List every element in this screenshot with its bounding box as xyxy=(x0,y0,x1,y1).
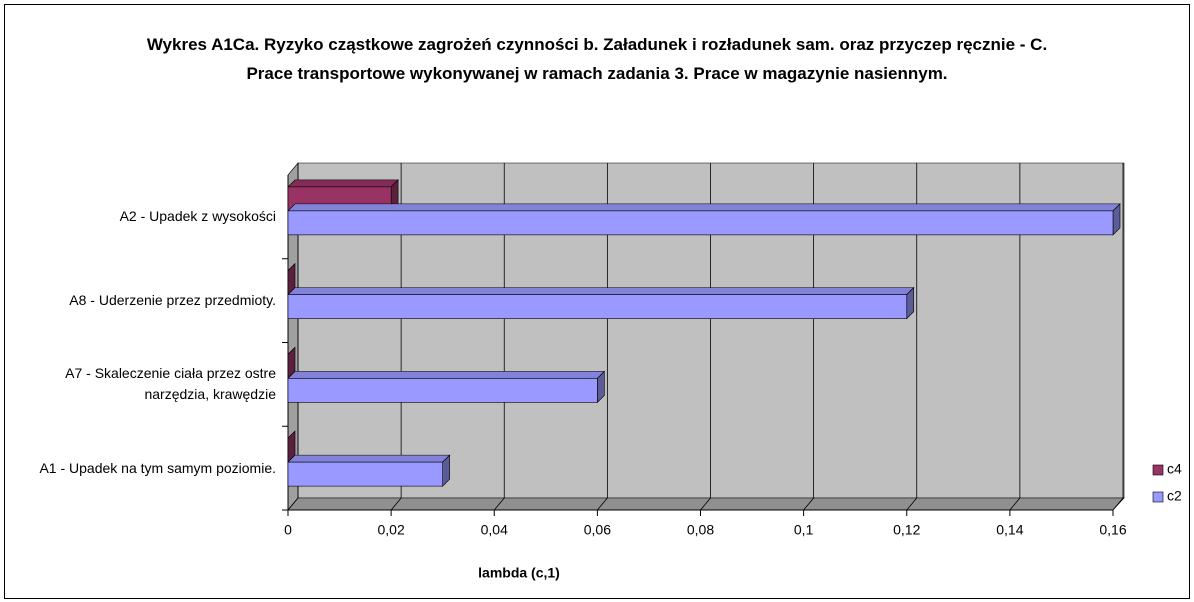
bar-top xyxy=(287,287,915,295)
x-tick-label: 0,08 xyxy=(687,522,714,538)
bar xyxy=(287,378,598,403)
x-axis-label: lambda (c,1) xyxy=(478,565,560,581)
legend-label: c4 xyxy=(1167,461,1182,477)
x-tick-label: 0,12 xyxy=(893,522,920,538)
y-tick-label: A1 - Upadek na tym samym poziomie. xyxy=(39,459,276,476)
x-tick-label: 0,1 xyxy=(794,522,814,538)
y-tick-label: A7 - Skaleczenie ciała przez ostre narzę… xyxy=(65,365,276,403)
bar xyxy=(287,294,908,319)
grid-floor xyxy=(1112,497,1124,511)
x-tick-label: 0 xyxy=(284,522,292,538)
bar-top xyxy=(287,179,399,188)
legend-label: c2 xyxy=(1167,488,1182,504)
grid-floor xyxy=(700,497,711,511)
y-tick-label: A8 - Uderzenie przez przedmioty. xyxy=(69,292,276,309)
grid-floor xyxy=(1009,497,1021,511)
grid-floor xyxy=(906,497,918,511)
x-tick-label: 0,14 xyxy=(996,522,1023,538)
chart-title: Wykres A1Ca. Ryzyko cząstkowe zagrożeń c… xyxy=(146,35,1048,83)
grid-floor xyxy=(597,497,608,511)
bar xyxy=(287,210,1114,236)
x-tick-label: 0,06 xyxy=(584,522,611,538)
legend-swatch xyxy=(1152,491,1164,503)
x-tick-label: 0,16 xyxy=(1099,522,1126,538)
legend-swatch xyxy=(1152,464,1164,476)
grid-floor xyxy=(493,497,505,511)
bar xyxy=(287,461,443,487)
y-tick-label: A2 - Upadek z wysokości xyxy=(119,208,276,225)
x-tick-label: 0,04 xyxy=(481,522,508,538)
grid-floor xyxy=(287,497,299,511)
x-tick-label: 0,02 xyxy=(378,522,405,538)
grid-floor xyxy=(803,497,814,511)
bar-top xyxy=(287,371,606,379)
grid-floor xyxy=(390,497,402,511)
bar-top xyxy=(287,203,1121,212)
bar-top xyxy=(287,454,451,463)
